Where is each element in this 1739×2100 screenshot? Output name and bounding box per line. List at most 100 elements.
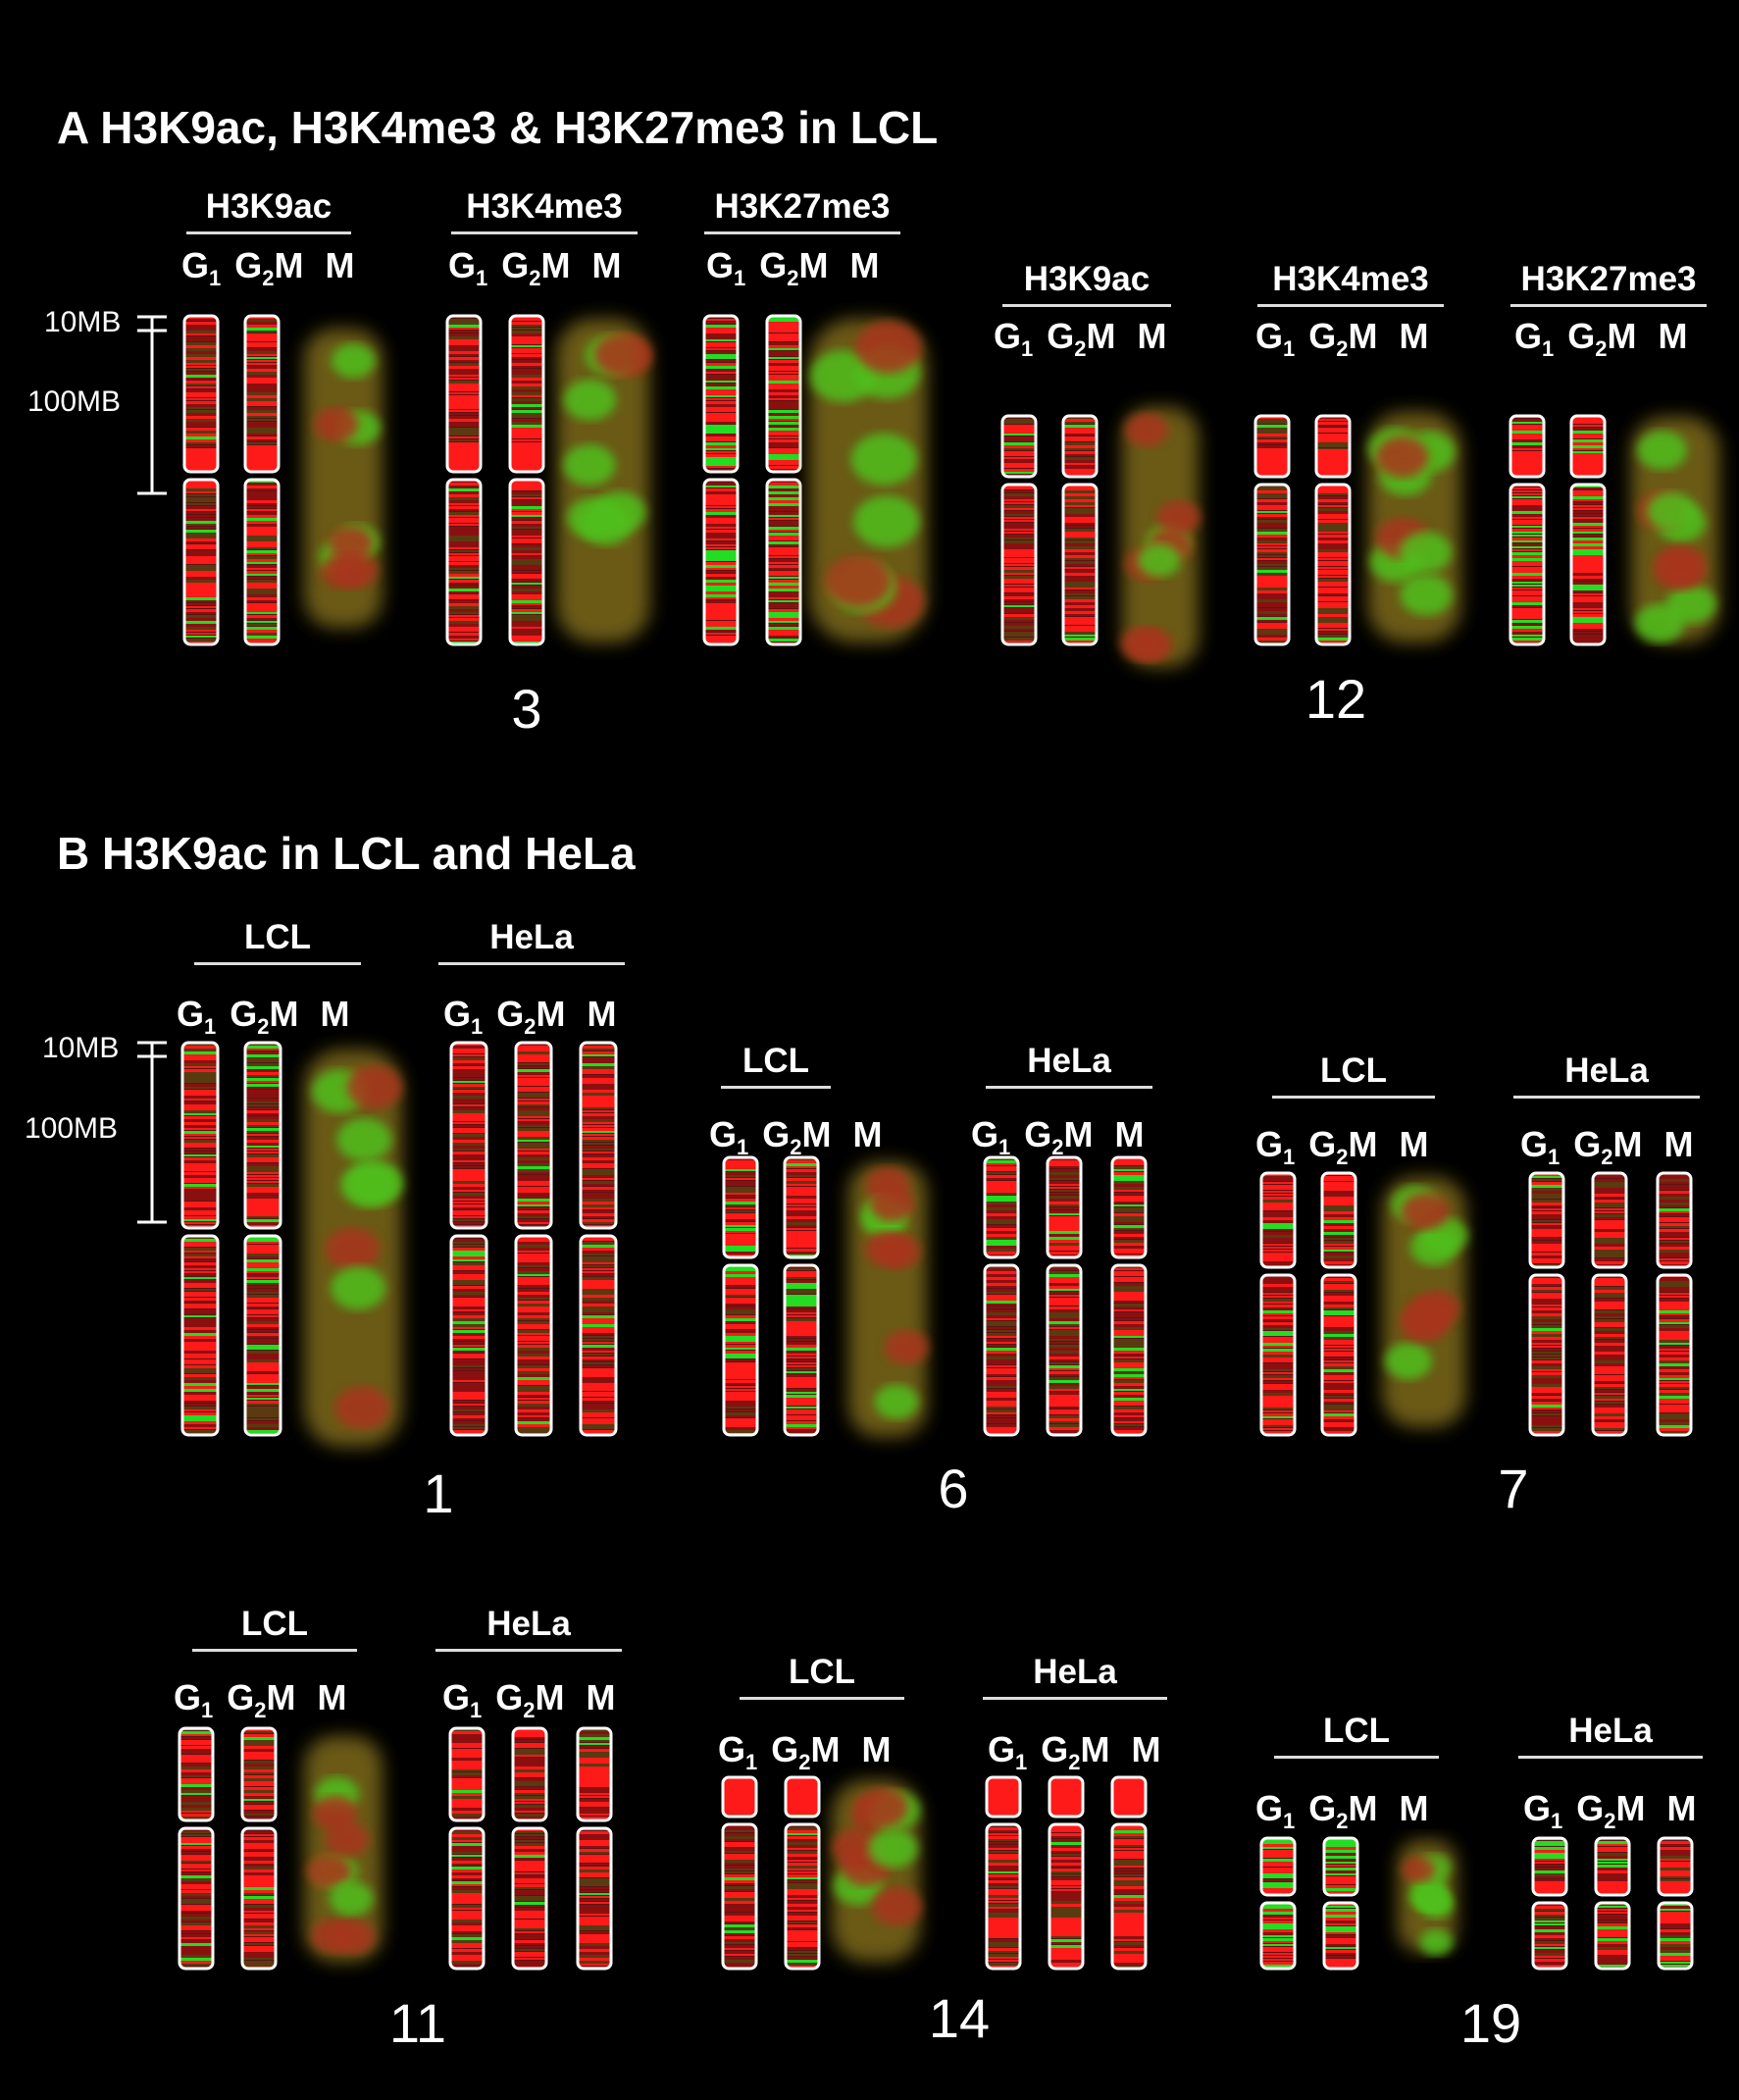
phase-label-row: G1 G2M M bbox=[181, 245, 355, 291]
metaphase-chromosome-image bbox=[1367, 412, 1461, 642]
chromosome-ideogram bbox=[1110, 1775, 1148, 1971]
metaphase-chromosome-image bbox=[1631, 417, 1719, 643]
group-underline bbox=[1510, 304, 1707, 307]
chromosome-ideogram bbox=[180, 1041, 220, 1437]
g2m-label: G2M bbox=[227, 1677, 296, 1723]
g2m-label: G2M bbox=[495, 1677, 565, 1723]
g2m-label: G2M bbox=[1308, 1788, 1378, 1834]
m-label: M bbox=[849, 245, 880, 285]
chromosome-ideogram bbox=[784, 1775, 821, 1971]
chromosome-ideogram bbox=[243, 314, 281, 646]
group-underline bbox=[721, 1086, 831, 1089]
phase-label-row: G1 G2M M bbox=[988, 1729, 1161, 1775]
chromosome-ideogram bbox=[514, 1041, 553, 1437]
chromosome-ideogram bbox=[783, 1155, 820, 1437]
g1-label: G1 bbox=[718, 1729, 758, 1775]
chromosome-ideogram bbox=[579, 1041, 618, 1437]
panel-a-title: A H3K9ac, H3K4me3 & H3K27me3 in LCL bbox=[57, 102, 939, 153]
group-underline bbox=[983, 1697, 1167, 1700]
m-label: M bbox=[1399, 1124, 1429, 1164]
m-label: M bbox=[1131, 1729, 1161, 1769]
chromosome-number: 14 bbox=[928, 1987, 991, 2049]
g2m-label: G2M bbox=[1047, 316, 1116, 362]
group-header-hela: HeLa bbox=[435, 1604, 622, 1652]
group-title: HeLa bbox=[486, 1605, 571, 1643]
chromosome-ideogram bbox=[445, 314, 483, 646]
g2m-label: G2M bbox=[1576, 1788, 1646, 1834]
group-title: H3K27me3 bbox=[714, 187, 891, 226]
g1-label: G1 bbox=[1520, 1124, 1560, 1170]
g1-label: G1 bbox=[706, 245, 746, 291]
group-header-h3k27me3: H3K27me3 bbox=[704, 186, 900, 234]
chromosome-ideogram bbox=[1314, 414, 1352, 646]
chromosome-ideogram bbox=[1531, 1836, 1568, 1971]
g2m-label: G2M bbox=[1308, 1124, 1378, 1170]
group-underline bbox=[451, 231, 638, 234]
metaphase-images bbox=[304, 319, 1719, 1962]
chromosome-ideogram bbox=[1110, 1155, 1148, 1437]
group-title: HeLa bbox=[489, 918, 574, 956]
m-label: M bbox=[1399, 1788, 1429, 1828]
chromosome-ideogram bbox=[240, 1726, 278, 1971]
m-label: M bbox=[320, 994, 350, 1034]
group-header-h3k27me3: H3K27me3 bbox=[1510, 259, 1707, 307]
phase-label-row: G1 G2M M bbox=[174, 1677, 347, 1723]
g1-label: G1 bbox=[1255, 316, 1296, 362]
m-label: M bbox=[586, 1677, 616, 1717]
scale-label-10mb: 10MB bbox=[42, 1032, 120, 1064]
m-label: M bbox=[1137, 316, 1167, 356]
g2m-label: G2M bbox=[496, 994, 566, 1040]
group-header-hela: HeLa bbox=[986, 1041, 1152, 1089]
group-title: HeLa bbox=[1564, 1051, 1649, 1090]
chromosome-number: 1 bbox=[423, 1462, 454, 1524]
chromosome-number: 3 bbox=[511, 678, 542, 740]
phase-label-row: G1 G2M M bbox=[971, 1114, 1145, 1160]
g1-label: G1 bbox=[994, 316, 1034, 362]
chromosome-ideogram bbox=[449, 1041, 488, 1437]
group-underline bbox=[1274, 1756, 1439, 1759]
g1-label: G1 bbox=[443, 994, 484, 1040]
chromosome-ideogram bbox=[1061, 414, 1099, 646]
metaphase-chromosome-image bbox=[809, 319, 927, 642]
group-title: H3K9ac bbox=[1023, 260, 1151, 298]
group-header-hela: HeLa bbox=[1513, 1050, 1700, 1099]
phase-label-row: G1 G2M M bbox=[1514, 316, 1688, 362]
metaphase-chromosome-image bbox=[556, 319, 652, 642]
phase-label-row: G1 G2M M bbox=[177, 994, 350, 1040]
group-header-hela: HeLa bbox=[438, 917, 625, 965]
g2m-label: G2M bbox=[1567, 316, 1637, 362]
g1-label: G1 bbox=[448, 245, 488, 291]
scale-bars bbox=[137, 315, 167, 1224]
g1-label: G1 bbox=[181, 245, 222, 291]
chromosome-ideogram bbox=[1509, 414, 1546, 646]
group-title: LCL bbox=[788, 1653, 856, 1691]
chromosome-ideogram bbox=[1253, 414, 1291, 646]
group-title: LCL bbox=[742, 1042, 810, 1080]
m-label: M bbox=[325, 245, 355, 285]
phase-label-row: G1 G2M M bbox=[1255, 1788, 1429, 1834]
phase-label-row: G1 G2M M bbox=[1255, 316, 1429, 362]
chromosome-number: 7 bbox=[1498, 1458, 1529, 1519]
chromosome-ideogram bbox=[765, 314, 802, 646]
panel-b-title: B H3K9ac in LCL and HeLa bbox=[57, 828, 636, 879]
g2m-label: G2M bbox=[1573, 1124, 1643, 1170]
m-label: M bbox=[1658, 316, 1688, 356]
m-label: M bbox=[1399, 316, 1429, 356]
group-header-hela: HeLa bbox=[983, 1652, 1167, 1700]
g1-label: G1 bbox=[709, 1114, 749, 1160]
chromosome-ideogram bbox=[1656, 1171, 1693, 1437]
scale-label-100mb: 100MB bbox=[25, 1112, 119, 1145]
group-header-lcl: LCL bbox=[1274, 1711, 1439, 1759]
metaphase-chromosome-image bbox=[1382, 1177, 1468, 1427]
group-header-h3k9ac: H3K9ac bbox=[186, 186, 351, 234]
chromosome-ideogram bbox=[722, 1155, 759, 1437]
group-underline bbox=[1513, 1096, 1700, 1099]
g1-label: G1 bbox=[174, 1677, 214, 1723]
group-header-h3k4me3: H3K4me3 bbox=[451, 186, 638, 234]
chromosome-ideogram bbox=[985, 1775, 1022, 1971]
group-title: HeLa bbox=[1568, 1712, 1653, 1750]
chromosome-ideogram bbox=[576, 1726, 613, 1971]
phase-label-row: G1 G2M M bbox=[1520, 1124, 1694, 1170]
scale-label-10mb: 10MB bbox=[44, 306, 122, 338]
